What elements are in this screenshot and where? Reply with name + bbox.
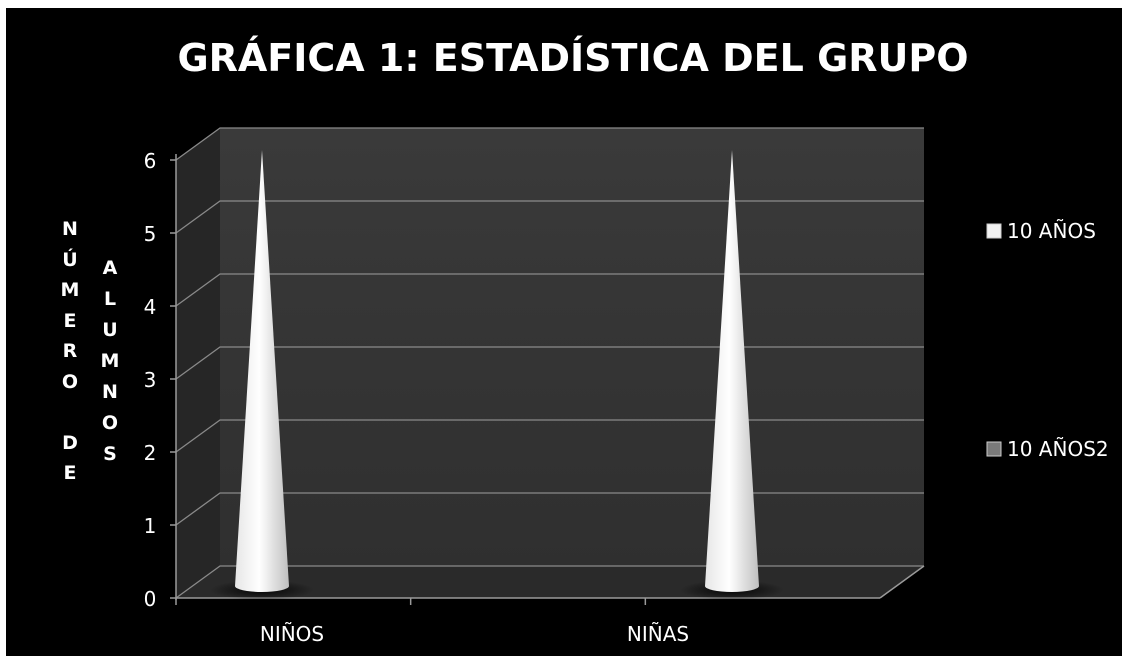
cone-bar-10-años-0 [235,150,289,592]
y-axis-label-letter: E [63,309,77,332]
gridline [175,492,924,526]
cone-bar-10-años-1 [705,150,759,592]
gridline [175,346,924,380]
gridline [175,419,924,453]
y-axis-label-letter: R [62,340,78,362]
y-axis-label-letter: L [103,288,117,310]
floor-edge [879,565,925,599]
y-tick-label: 3 [144,368,157,392]
y-axis-label-letter: O [61,370,79,393]
legend-label: 10 AÑOS [1007,219,1096,243]
y-axis-label-letter: N [102,381,118,403]
y-tick-label: 0 [144,587,157,611]
y-axis-label-letter: O [101,412,119,434]
y-tick-label: 5 [144,222,157,246]
y-axis-label-letter: S [103,443,117,465]
legend-swatch [986,223,1002,239]
y-axis-label-letter: M [100,350,120,372]
y-tick-label: 6 [144,149,157,173]
y-tick-label: 1 [144,514,157,538]
chart-title: GRÁFICA 1: ESTADÍSTICA DEL GRUPO [177,36,969,80]
y-axis-label-letter: N [62,218,78,240]
x-tick-label: NIÑAS [627,622,689,646]
gridline [175,565,924,599]
gridline [175,200,924,234]
gridline [175,273,924,307]
y-axis-label-letter: A [102,257,118,279]
y-axis-label-letter: M [60,279,80,301]
y-axis-label-letter: U [102,319,118,341]
legend-swatch [986,441,1002,457]
y-axis-label-letter: D [62,431,78,454]
legend-label: 10 AÑOS2 [1007,437,1109,461]
y-axis-label-letter: Ú [62,248,78,271]
y-tick-label: 4 [144,295,157,319]
y-axis-label-letter: E [63,462,77,484]
gridline [175,127,924,161]
y-tick-label: 2 [144,441,157,465]
x-tick-label: NIÑOS [260,622,324,646]
